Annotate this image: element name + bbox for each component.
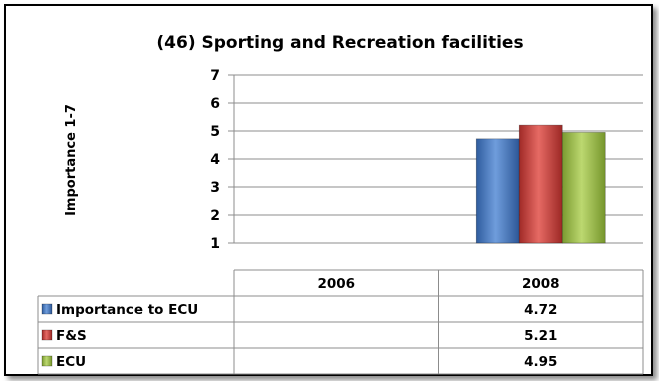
data-label: 4.95: [524, 354, 557, 370]
bars: [475, 124, 606, 244]
bar-f-s-2008: [518, 124, 563, 244]
y-tick-label: 4: [210, 152, 220, 168]
chart-title: (46) Sporting and Recreation facilities: [156, 33, 523, 53]
y-tick-label: 1: [210, 236, 220, 252]
category-label-2008: 2008: [522, 276, 560, 292]
legend-entry: F&S: [56, 328, 87, 344]
y-tick-label: 2: [210, 208, 220, 224]
y-tick-label: 6: [210, 96, 220, 112]
bar-ecu-2008: [561, 132, 606, 244]
data-table: 2006 2008 Importance to ECU 4.72 F&S 5.21 ECU 4…: [37, 269, 644, 375]
legend-entry: ECU: [56, 354, 86, 370]
y-tick-label: 3: [210, 180, 220, 196]
legend-swatch: [41, 329, 53, 341]
data-label: 4.72: [524, 302, 557, 318]
legend-swatch: [41, 303, 53, 315]
y-tick-label: 5: [210, 124, 220, 140]
legend-swatch: [41, 355, 53, 367]
bar-importance-to-ecu-2008: [475, 138, 520, 244]
y-axis-label: Importance 1-7: [64, 104, 79, 216]
y-axis-ticks: 1 2 3 4 5 6 7: [210, 68, 220, 252]
category-label-2006: 2006: [317, 276, 355, 292]
data-label: 5.21: [524, 328, 557, 344]
legend-entry: Importance to ECU: [56, 302, 198, 318]
y-tick-label: 7: [210, 68, 220, 84]
